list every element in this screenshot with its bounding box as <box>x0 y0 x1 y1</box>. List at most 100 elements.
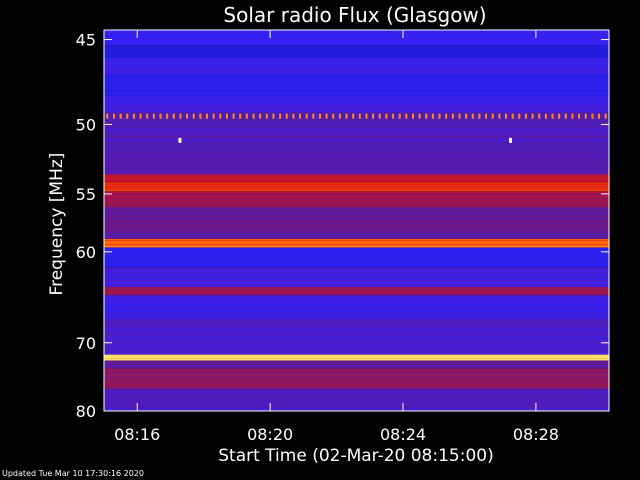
burst-dot <box>551 113 554 119</box>
y-tick-label: 45 <box>76 31 96 50</box>
burst-dot <box>458 113 461 119</box>
burst-dot <box>491 113 494 119</box>
burst-dot <box>152 113 155 119</box>
y-tick-label: 60 <box>76 243 96 262</box>
x-axis-label: Start Time (02-Mar-20 08:15:00) <box>218 446 493 466</box>
burst-dot <box>126 113 129 119</box>
burst-dot <box>604 113 607 119</box>
burst-dot <box>378 113 381 119</box>
burst-dot <box>299 113 302 119</box>
burst-dot <box>485 113 488 119</box>
burst-dot <box>345 113 348 119</box>
burst-dot <box>471 113 474 119</box>
burst-dot <box>411 113 414 119</box>
y-tick-label: 80 <box>76 402 96 421</box>
burst-dot <box>531 113 534 119</box>
burst-dot <box>265 113 268 119</box>
burst-dot <box>132 113 135 119</box>
burst-dot <box>571 113 574 119</box>
x-tick-label: 08:28 <box>513 425 559 444</box>
periodic-burst-line <box>106 113 607 119</box>
burst-dot <box>431 113 434 119</box>
x-tick-label: 08:24 <box>380 425 426 444</box>
burst-dot <box>159 113 162 119</box>
frequency-band <box>104 30 609 46</box>
burst-dot <box>385 113 388 119</box>
frequency-band <box>104 95 609 113</box>
burst-dot <box>225 113 228 119</box>
burst-dot <box>478 113 481 119</box>
burst-dot <box>146 113 149 119</box>
burst-dot <box>518 113 521 119</box>
burst-dot <box>392 113 395 119</box>
burst-dot <box>332 113 335 119</box>
burst-dot <box>166 113 169 119</box>
spectrogram-texture <box>104 30 609 411</box>
frequency-band <box>104 354 609 361</box>
burst-dot <box>232 113 235 119</box>
burst-dot <box>245 113 248 119</box>
burst-dot <box>239 113 242 119</box>
burst-dot <box>259 113 262 119</box>
burst-dot <box>106 113 109 119</box>
burst-dot <box>205 113 208 119</box>
burst-dot <box>112 113 115 119</box>
burst-dot <box>318 113 321 119</box>
x-tick-label: 08:16 <box>114 425 160 444</box>
burst-dot <box>325 113 328 119</box>
burst-dot <box>451 113 454 119</box>
burst-dot <box>252 113 255 119</box>
frequency-band <box>104 286 609 296</box>
burst-dot <box>365 113 368 119</box>
burst-dot <box>398 113 401 119</box>
burst-dot <box>372 113 375 119</box>
plot-frame <box>103 29 610 412</box>
burst-dot <box>312 113 315 119</box>
burst-dot <box>358 113 361 119</box>
burst-dot <box>538 113 541 119</box>
burst-marker <box>178 137 182 143</box>
burst-dot <box>338 113 341 119</box>
burst-dot <box>598 113 601 119</box>
burst-marker <box>508 137 512 143</box>
burst-dot <box>544 113 547 119</box>
y-tick-label: 50 <box>76 115 96 134</box>
burst-dot <box>418 113 421 119</box>
y-tick-label: 70 <box>76 334 96 353</box>
burst-dot <box>192 113 195 119</box>
burst-dot <box>425 113 428 119</box>
burst-dot <box>591 113 594 119</box>
burst-dot <box>438 113 441 119</box>
spectrogram-plot-area <box>104 30 609 411</box>
burst-dot <box>445 113 448 119</box>
burst-dot <box>578 113 581 119</box>
burst-dot <box>119 113 122 119</box>
burst-dot <box>285 113 288 119</box>
burst-dot <box>305 113 308 119</box>
burst-dot <box>505 113 508 119</box>
burst-dot <box>524 113 527 119</box>
burst-dot <box>584 113 587 119</box>
burst-dot <box>405 113 408 119</box>
burst-dot <box>179 113 182 119</box>
burst-dot <box>212 113 215 119</box>
burst-dot <box>219 113 222 119</box>
burst-dot <box>199 113 202 119</box>
burst-dot <box>272 113 275 119</box>
burst-dot <box>498 113 501 119</box>
burst-dot <box>511 113 514 119</box>
updated-timestamp: Updated Tue Mar 10 17:30:16 2020 <box>2 469 144 478</box>
x-tick-label: 08:20 <box>247 425 293 444</box>
burst-dot <box>352 113 355 119</box>
y-tick-label: 55 <box>76 185 96 204</box>
frequency-band <box>104 238 609 248</box>
burst-dot <box>292 113 295 119</box>
burst-dot <box>279 113 282 119</box>
x-axis-ticks: 08:16 08:20 08:24 08:28 <box>114 30 559 444</box>
burst-dot <box>558 113 561 119</box>
burst-dot <box>564 113 567 119</box>
burst-dot <box>172 113 175 119</box>
burst-dot <box>465 113 468 119</box>
